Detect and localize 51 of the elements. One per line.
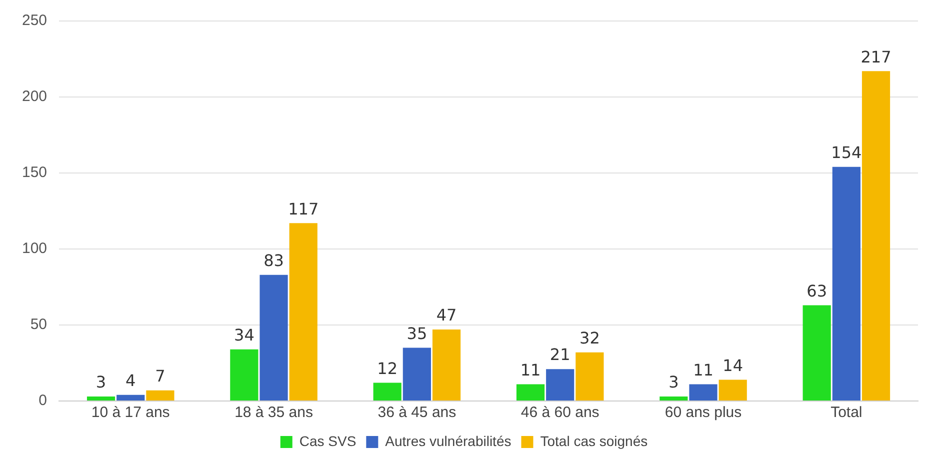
bar	[516, 384, 545, 400]
bar	[689, 384, 718, 400]
x-tick-label: 18 à 35 ans	[234, 404, 313, 422]
x-tick-label: 10 à 17 ans	[91, 404, 170, 422]
bar	[373, 382, 402, 400]
bar	[289, 223, 318, 400]
data-label: 12	[377, 358, 398, 378]
data-label: 3	[96, 372, 106, 392]
y-tick-label: 200	[22, 88, 48, 106]
bar	[576, 352, 604, 400]
bar	[832, 166, 860, 400]
y-tick-label: 150	[22, 164, 48, 182]
data-label: 7	[155, 366, 166, 386]
bar	[432, 330, 461, 400]
x-tick-label: 46 à 60 ans	[520, 404, 600, 422]
data-label: 63	[806, 281, 828, 300]
data-label: 35	[406, 324, 428, 343]
bar	[402, 348, 431, 400]
legend-label: Total cas soignés	[540, 432, 648, 449]
data-label: 154	[831, 143, 862, 162]
data-label: 4	[126, 371, 136, 390]
y-tick-label: 250	[22, 12, 48, 30]
legend-label: Autres vulnérabilités	[385, 432, 512, 449]
bar	[660, 396, 688, 400]
data-label: 3	[668, 372, 679, 392]
data-label: 83	[264, 250, 284, 270]
data-label: 117	[288, 199, 319, 218]
bar	[146, 390, 174, 400]
bar	[546, 369, 574, 400]
bar	[718, 380, 747, 400]
bar	[802, 305, 831, 400]
bar	[86, 396, 116, 400]
data-label: 47	[436, 306, 457, 325]
data-label: 34	[234, 325, 254, 344]
x-tick-label: 60 ans plus	[664, 404, 742, 422]
data-label: 11	[520, 360, 541, 380]
x-tick-label: 36 à 45 ans	[378, 404, 456, 422]
data-label: 14	[722, 356, 744, 375]
data-label: 217	[860, 47, 892, 66]
data-label: 32	[580, 328, 600, 348]
x-tick-label: Total	[830, 404, 862, 422]
bar	[116, 394, 145, 400]
y-tick-label: 50	[30, 316, 48, 334]
data-label: 11	[693, 360, 714, 380]
bar	[862, 71, 890, 400]
legend-label: Cas SVS	[299, 432, 356, 449]
data-label: 21	[550, 345, 570, 364]
bar	[260, 274, 288, 400]
y-tick-label: 100	[22, 240, 48, 258]
y-tick-label: 0	[38, 392, 48, 410]
bar	[230, 349, 258, 400]
